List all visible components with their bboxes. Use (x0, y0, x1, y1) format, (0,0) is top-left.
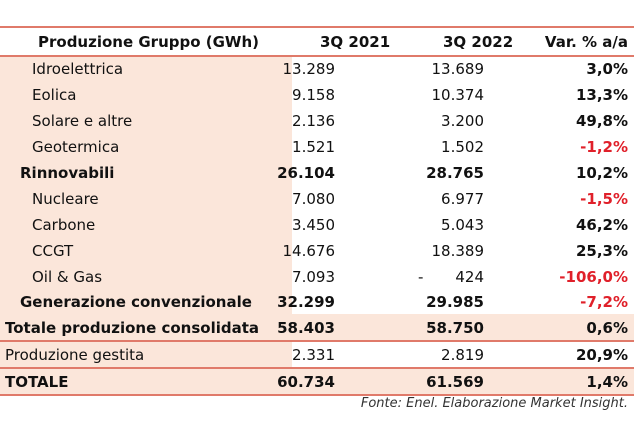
value-3q2021: 26.104 (277, 164, 335, 182)
table-row: Carbone 3.450 5.043 46,2% (0, 212, 634, 238)
row-label: Solare e altre (32, 112, 133, 130)
table-row: TOTALE 60.734 61.569 1,4% (0, 369, 634, 395)
managed-row-shading (0, 342, 292, 367)
value-3q2021: 13.289 (282, 60, 336, 78)
variation-pct: 3,0% (586, 60, 628, 78)
table-row: Generazione convenzionale 32.299 29.985 … (0, 289, 634, 315)
table-row: Eolica 9.158 10.374 13,3% (0, 82, 634, 108)
value-3q2021: 1.521 (292, 138, 335, 156)
table-row: Totale produzione consolidata 58.403 58.… (0, 315, 634, 341)
value-3q2021: 2.331 (292, 346, 335, 364)
managed-rule (0, 367, 634, 369)
value-3q2022: 2.819 (441, 346, 484, 364)
value-3q2022: 3.200 (441, 112, 484, 130)
variation-pct: 46,2% (575, 216, 628, 234)
table-row: Produzione gestita 2.331 2.819 20,9% (0, 342, 634, 368)
value-3q2021: 32.299 (277, 293, 335, 311)
value-3q2022: 5.043 (441, 216, 484, 234)
table-row: Rinnovabili 26.104 28.765 10,2% (0, 160, 634, 186)
table-row: Geotermica 1.521 1.502 -1,2% (0, 134, 634, 160)
bottom-rule (0, 394, 634, 396)
value-3q2021: 58.403 (277, 319, 335, 337)
value-3q2021: 2.136 (292, 112, 335, 130)
value-3q2021: 60.734 (277, 373, 335, 391)
header-col3: Var. % a/a (544, 33, 628, 51)
value-3q2022: 6.977 (441, 190, 484, 208)
value-3q2021: 9.158 (292, 86, 335, 104)
consolidated-rule (0, 340, 634, 342)
row-label: Oil & Gas (32, 268, 103, 286)
value-3q2021: 14.676 (282, 242, 336, 260)
value-3q2021: 7.080 (292, 190, 335, 208)
total-row-shading (0, 314, 634, 340)
variation-pct: 13,3% (575, 86, 628, 104)
row-label: Idroelettrica (32, 60, 124, 78)
value-3q2022: 424 (455, 268, 484, 286)
value-3q2021: 3.450 (292, 216, 335, 234)
header-col2: 3Q 2022 (443, 33, 514, 51)
grand-total-shading (0, 369, 634, 394)
label-column-shading (0, 56, 292, 325)
variation-pct: -1,5% (580, 190, 628, 208)
value-3q2022: 58.750 (426, 319, 484, 337)
row-label: Rinnovabili (20, 164, 115, 182)
row-label: Carbone (32, 216, 96, 234)
header-label: Produzione Gruppo (GWh) (38, 33, 260, 51)
row-label: Produzione gestita (5, 346, 145, 364)
variation-pct: 1,4% (586, 373, 628, 391)
value-3q2022: 13.689 (431, 60, 485, 78)
value-3q2022: 10.374 (431, 86, 485, 104)
table-row: Solare e altre 2.136 3.200 49,8% (0, 108, 634, 134)
header-col1: 3Q 2021 (320, 33, 391, 51)
value-3q2022: 1.502 (441, 138, 484, 156)
value-3q2022: 61.569 (426, 373, 484, 391)
variation-pct: 0,6% (586, 319, 628, 337)
table-row: Idroelettrica 13.289 13.689 3,0% (0, 56, 634, 82)
dash-mark: - (418, 268, 424, 286)
value-3q2022: 18.389 (431, 242, 485, 260)
variation-pct: -7,2% (580, 293, 628, 311)
row-label: TOTALE (5, 373, 69, 391)
variation-pct: 10,2% (575, 164, 628, 182)
row-label: CCGT (32, 242, 74, 260)
variation-pct: 49,8% (575, 112, 628, 130)
table-row: CCGT 14.676 18.389 25,3% (0, 238, 634, 264)
variation-pct: 20,9% (575, 346, 628, 364)
table-header: Produzione Gruppo (GWh) 3Q 2021 3Q 2022 … (0, 29, 634, 55)
table-row: Nucleare 7.080 6.977 -1,5% (0, 186, 634, 212)
row-label: Nucleare (32, 190, 99, 208)
variation-pct: 25,3% (575, 242, 628, 260)
row-label: Generazione convenzionale (20, 293, 252, 311)
row-label: Totale produzione consolidata (5, 319, 260, 337)
variation-pct: -1,2% (580, 138, 628, 156)
source-note: Fonte: Enel. Elaborazione Market Insight… (360, 396, 628, 411)
variation-pct: -106,0% (559, 268, 628, 286)
header-rule (0, 55, 634, 57)
value-3q2022: 29.985 (426, 293, 484, 311)
row-label: Eolica (32, 86, 77, 104)
value-3q2021: 7.093 (292, 268, 335, 286)
top-rule (0, 26, 634, 28)
value-3q2022: 28.765 (426, 164, 484, 182)
table-row: Oil & Gas 7.093 - 424 -106,0% (0, 264, 634, 290)
row-label: Geotermica (32, 138, 120, 156)
